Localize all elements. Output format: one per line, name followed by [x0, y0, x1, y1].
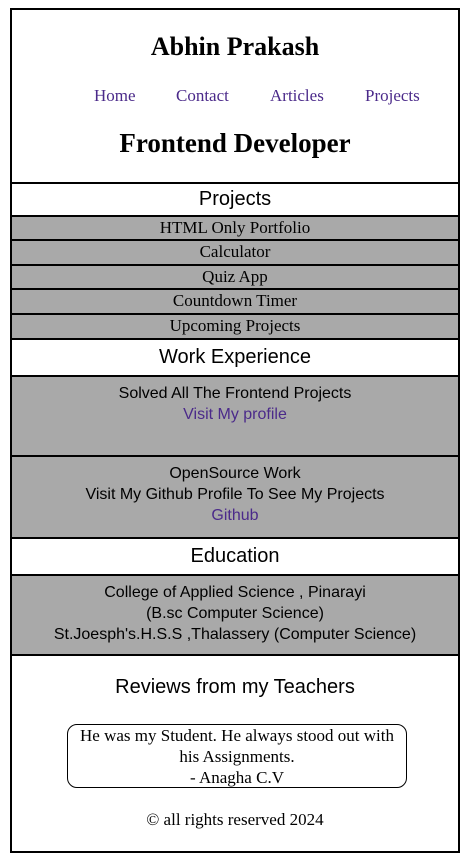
main-nav: Home Contact Articles Projects — [12, 86, 458, 108]
github-link[interactable]: Github — [211, 507, 259, 524]
project-item-upcoming[interactable]: Upcoming Projects — [12, 315, 458, 340]
work-entry-text: Visit My Github Profile To See My Projec… — [85, 486, 385, 503]
education-block: College of Applied Science , Pinarayi (B… — [12, 576, 458, 656]
nav-contact-link[interactable]: Contact — [176, 86, 229, 105]
review-quote-line: He was my Student. He always stood out w… — [80, 726, 394, 745]
portfolio-page: Abhin Prakash Home Contact Articles Proj… — [10, 8, 460, 853]
nav-home-link[interactable]: Home — [94, 86, 136, 105]
work-entry-title: OpenSource Work — [169, 465, 301, 482]
nav-articles-link[interactable]: Articles — [270, 86, 324, 105]
work-entry-text: Solved All The Frontend Projects — [118, 385, 352, 402]
work-entry-opensource: OpenSource Work Visit My Github Profile … — [12, 457, 458, 539]
reviews-heading: Reviews from my Teachers — [115, 676, 355, 698]
review-author: - Anagha C.V — [190, 768, 284, 787]
visit-profile-link[interactable]: Visit My profile — [183, 406, 287, 423]
review-quote-line: his Assignments. — [179, 747, 295, 766]
nav-projects-link[interactable]: Projects — [365, 86, 420, 105]
project-item-quiz[interactable]: Quiz App — [12, 266, 458, 290]
footer-copyright: © all rights reserved 2024 — [146, 810, 324, 829]
site-title: Abhin Prakash — [150, 32, 320, 61]
education-heading: Education — [12, 539, 458, 576]
education-college: College of Applied Science , Pinarayi — [104, 584, 366, 601]
review-card: He was my Student. He always stood out w… — [67, 724, 407, 788]
project-item-portfolio[interactable]: HTML Only Portfolio — [12, 217, 458, 241]
work-entry-frontend: Solved All The Frontend Projects Visit M… — [12, 377, 458, 457]
project-item-calculator[interactable]: Calculator — [12, 241, 458, 266]
education-school: St.Joesph's.H.S.S ,Thalassery (Computer … — [53, 626, 417, 643]
project-item-countdown[interactable]: Countdown Timer — [12, 290, 458, 315]
role-heading: Frontend Developer — [119, 128, 351, 158]
education-degree: (B.sc Computer Science) — [146, 605, 324, 622]
work-heading: Work Experience — [12, 340, 458, 377]
projects-heading: Projects — [12, 182, 458, 217]
